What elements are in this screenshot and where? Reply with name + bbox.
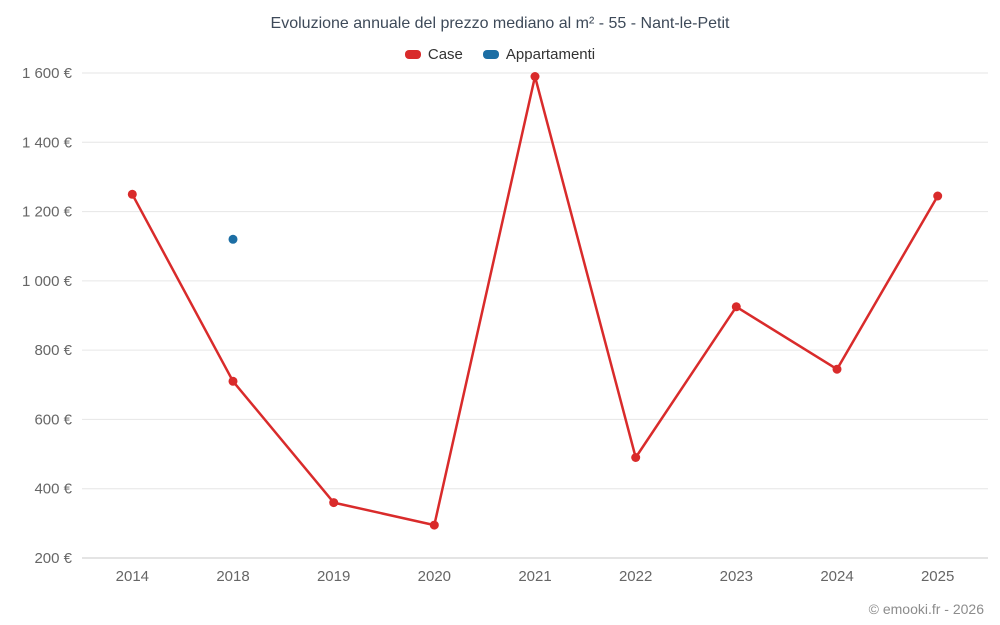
legend-item-appartamenti[interactable]: Appartamenti: [482, 46, 596, 63]
data-point-case-2023: [731, 302, 741, 312]
data-point-case-2018: [228, 376, 238, 386]
y-tick-label: 200 €: [34, 550, 72, 567]
legend-item-case[interactable]: Case: [404, 46, 463, 63]
x-tick-label: 2018: [216, 568, 249, 585]
chart-legend: Case Appartamenti: [0, 46, 1000, 63]
chart-footer: © emooki.fr - 2026: [868, 601, 984, 617]
legend-label: Case: [427, 46, 463, 63]
data-point-appartamenti-2018: [228, 234, 238, 244]
x-tick-label: 2025: [921, 568, 954, 585]
legend-marker: [404, 50, 421, 59]
data-point-case-2021: [530, 72, 540, 81]
y-tick-label: 600 €: [34, 411, 72, 428]
x-tick-label: 2019: [317, 568, 350, 585]
chart-title: Evoluzione annuale del prezzo mediano al…: [270, 15, 730, 32]
legend-label: Appartamenti: [505, 46, 596, 63]
y-tick-label: 800 €: [34, 342, 72, 359]
y-tick-label: 1 600 €: [22, 65, 73, 82]
data-point-case-2022: [631, 453, 641, 462]
y-tick-label: 1 200 €: [22, 204, 73, 221]
data-point-case-2014: [127, 189, 137, 199]
y-tick-label: 1 000 €: [22, 273, 73, 290]
data-point-case-2019: [329, 498, 339, 508]
x-tick-label: 2022: [619, 568, 652, 585]
legend-marker: [482, 50, 499, 59]
x-tick-label: 2024: [820, 568, 853, 585]
data-point-case-2020: [429, 520, 439, 530]
data-point-case-2025: [933, 191, 943, 201]
x-tick-label: 2014: [116, 568, 149, 585]
y-tick-label: 1 400 €: [22, 134, 73, 151]
y-tick-label: 400 €: [34, 481, 72, 498]
x-tick-label: 2023: [720, 568, 753, 585]
x-tick-label: 2021: [518, 568, 551, 585]
series-line-case: [131, 75, 939, 527]
data-point-case-2024: [832, 364, 842, 374]
x-tick-label: 2020: [418, 568, 451, 585]
